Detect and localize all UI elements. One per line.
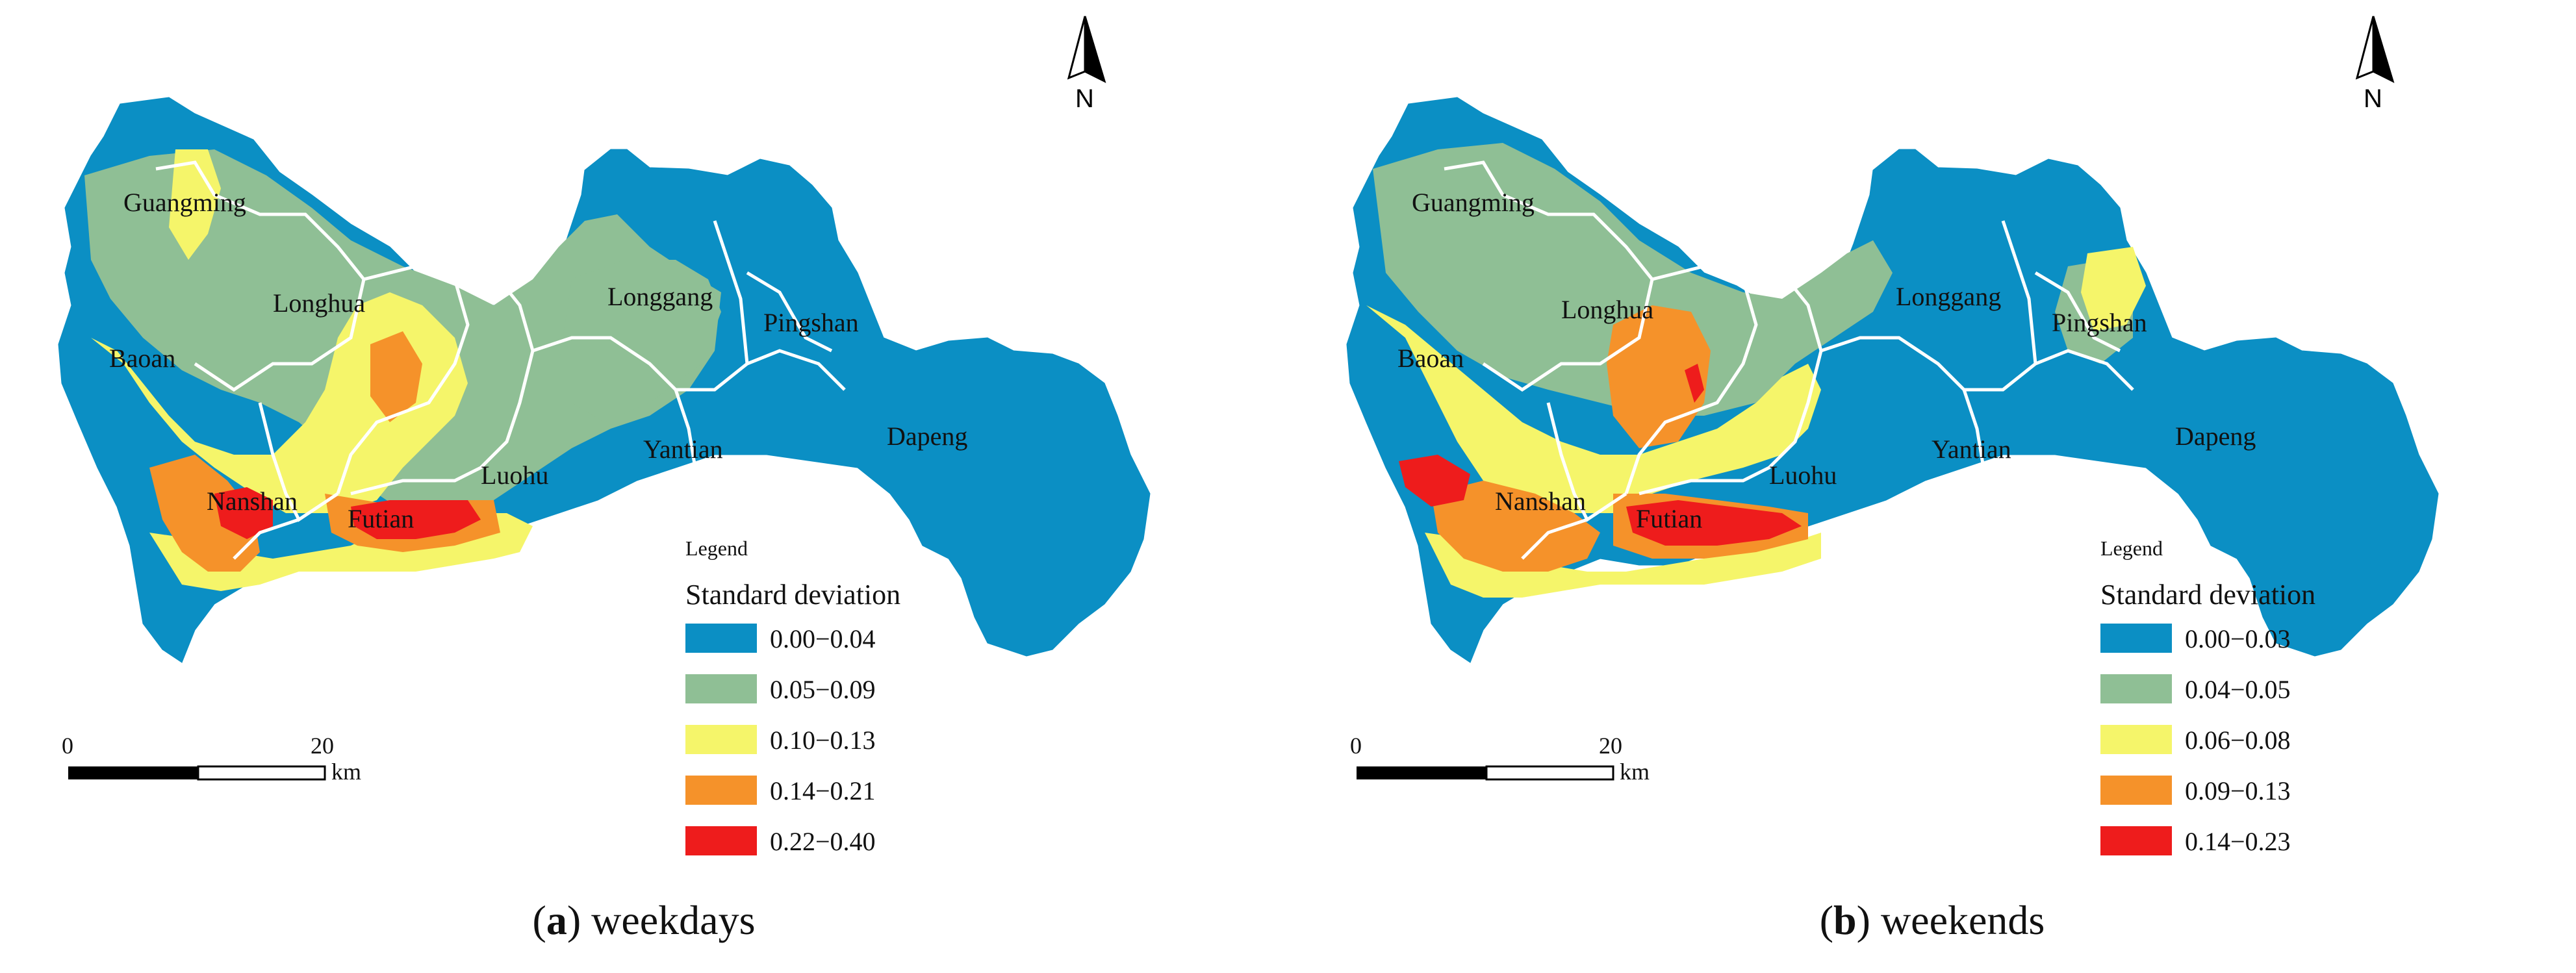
district-label-luohu: Luohu bbox=[481, 461, 548, 490]
district-label-dapeng: Dapeng bbox=[2175, 422, 2256, 451]
class-region-orange-2 bbox=[149, 455, 260, 572]
district-label-longhua: Longhua bbox=[273, 288, 365, 318]
legend-label: 0.14−0.23 bbox=[2185, 827, 2291, 856]
legend-swatch bbox=[2100, 826, 2172, 855]
district-boundaries bbox=[1444, 160, 2134, 560]
scale-bar bbox=[1357, 765, 1614, 781]
legend-title: Legend bbox=[2100, 537, 2163, 560]
north-label: N bbox=[1075, 84, 1094, 113]
legend-entries: 0.00−0.04 0.05−0.09 0.10−0.13 0.14−0.21 … bbox=[685, 624, 876, 856]
district-label-longhua: Longhua bbox=[1561, 295, 1653, 324]
district-label-luohu: Luohu bbox=[1769, 461, 1837, 490]
legend-swatch bbox=[685, 725, 757, 754]
legend-swatch bbox=[685, 826, 757, 855]
scale-unit-label: km bbox=[1620, 759, 1650, 785]
legend-subtitle: Standard deviation bbox=[2100, 579, 2315, 611]
legend-label: 0.05−0.09 bbox=[770, 675, 876, 704]
district-label-baoan: Baoan bbox=[109, 344, 175, 373]
district-label-longgang: Longgang bbox=[607, 282, 713, 311]
caption-weekdays: (a) weekdays bbox=[532, 897, 756, 943]
legend-label: 0.14−0.21 bbox=[770, 776, 876, 805]
class-region-green bbox=[1373, 143, 1893, 416]
district-label-longgang: Longgang bbox=[1896, 282, 2001, 311]
legend-label: 0.00−0.04 bbox=[770, 624, 876, 653]
caption-weekends: (b) weekends bbox=[1819, 897, 2045, 943]
class-region-orange bbox=[370, 331, 422, 422]
district-label-pingshan: Pingshan bbox=[763, 308, 859, 337]
map-weekdays: Guangming Longhua Longgang Pingshan Baoa… bbox=[58, 16, 1151, 856]
district-label-futian: Futian bbox=[348, 504, 414, 533]
legend-subtitle: Standard deviation bbox=[685, 579, 900, 611]
district-label-nanshan: Nanshan bbox=[1495, 486, 1586, 516]
district-label-nanshan: Nanshan bbox=[207, 486, 298, 516]
north-arrow-icon bbox=[2355, 16, 2395, 83]
legend-swatch bbox=[2100, 624, 2172, 653]
legend-label: 0.09−0.13 bbox=[2185, 776, 2291, 805]
legend-label: 0.06−0.08 bbox=[2185, 726, 2291, 755]
legend-label: 0.22−0.40 bbox=[770, 827, 876, 856]
class-region-orange-2 bbox=[1431, 481, 1600, 572]
legend-label: 0.04−0.05 bbox=[2185, 675, 2291, 704]
legend-swatch bbox=[2100, 725, 2172, 754]
panel-weekdays: Guangming Longhua Longgang Pingshan Baoa… bbox=[58, 16, 1151, 943]
district-label-pingshan: Pingshan bbox=[2052, 308, 2147, 337]
class-region-red-2 bbox=[1399, 455, 1470, 507]
district-label-guangming: Guangming bbox=[123, 188, 246, 217]
district-label-yantian: Yantian bbox=[643, 435, 723, 464]
north-label: N bbox=[2364, 84, 2382, 113]
district-label-baoan: Baoan bbox=[1397, 344, 1464, 373]
legend-swatch bbox=[2100, 776, 2172, 805]
district-label-dapeng: Dapeng bbox=[887, 422, 967, 451]
legend-swatch bbox=[2100, 674, 2172, 703]
scale-mid-label: 20 bbox=[311, 733, 334, 759]
scale-unit-label: km bbox=[331, 759, 361, 785]
legend-label: 0.00−0.03 bbox=[2185, 624, 2291, 653]
legend-swatch bbox=[685, 674, 757, 703]
north-arrow-icon bbox=[1067, 16, 1106, 83]
class-region-green-2 bbox=[559, 260, 721, 422]
scale-bar bbox=[68, 765, 326, 781]
district-boundaries bbox=[155, 160, 846, 560]
district-label-guangming: Guangming bbox=[1412, 188, 1535, 217]
class-region-red bbox=[1626, 500, 1802, 546]
scale-start-label: 0 bbox=[1350, 733, 1362, 759]
district-label-futian: Futian bbox=[1636, 504, 1702, 533]
legend-entries: 0.00−0.03 0.04−0.05 0.06−0.08 0.09−0.13 … bbox=[2100, 624, 2291, 856]
legend-label: 0.10−0.13 bbox=[770, 726, 876, 755]
class-region-red bbox=[351, 500, 481, 539]
class-region-yellow-3 bbox=[1425, 533, 1821, 598]
scale-start-label: 0 bbox=[62, 733, 73, 759]
class-region-red-3 bbox=[1685, 364, 1704, 403]
class-region-yellow-3 bbox=[169, 149, 221, 260]
class-region-yellow-2 bbox=[2081, 247, 2146, 331]
legend-title: Legend bbox=[685, 537, 748, 560]
legend-swatch bbox=[685, 776, 757, 805]
district-label-yantian: Yantian bbox=[1932, 435, 2011, 464]
panel-weekends: Guangming Longhua Longgang Pingshan Baoa… bbox=[1288, 0, 2576, 973]
class-region-red-2 bbox=[214, 487, 273, 539]
scale-mid-label: 20 bbox=[1599, 733, 1622, 759]
class-region-yellow bbox=[1366, 305, 1821, 513]
legend-swatch bbox=[685, 624, 757, 653]
map-weekends: Guangming Longhua Longgang Pingshan Baoa… bbox=[1346, 16, 2439, 856]
